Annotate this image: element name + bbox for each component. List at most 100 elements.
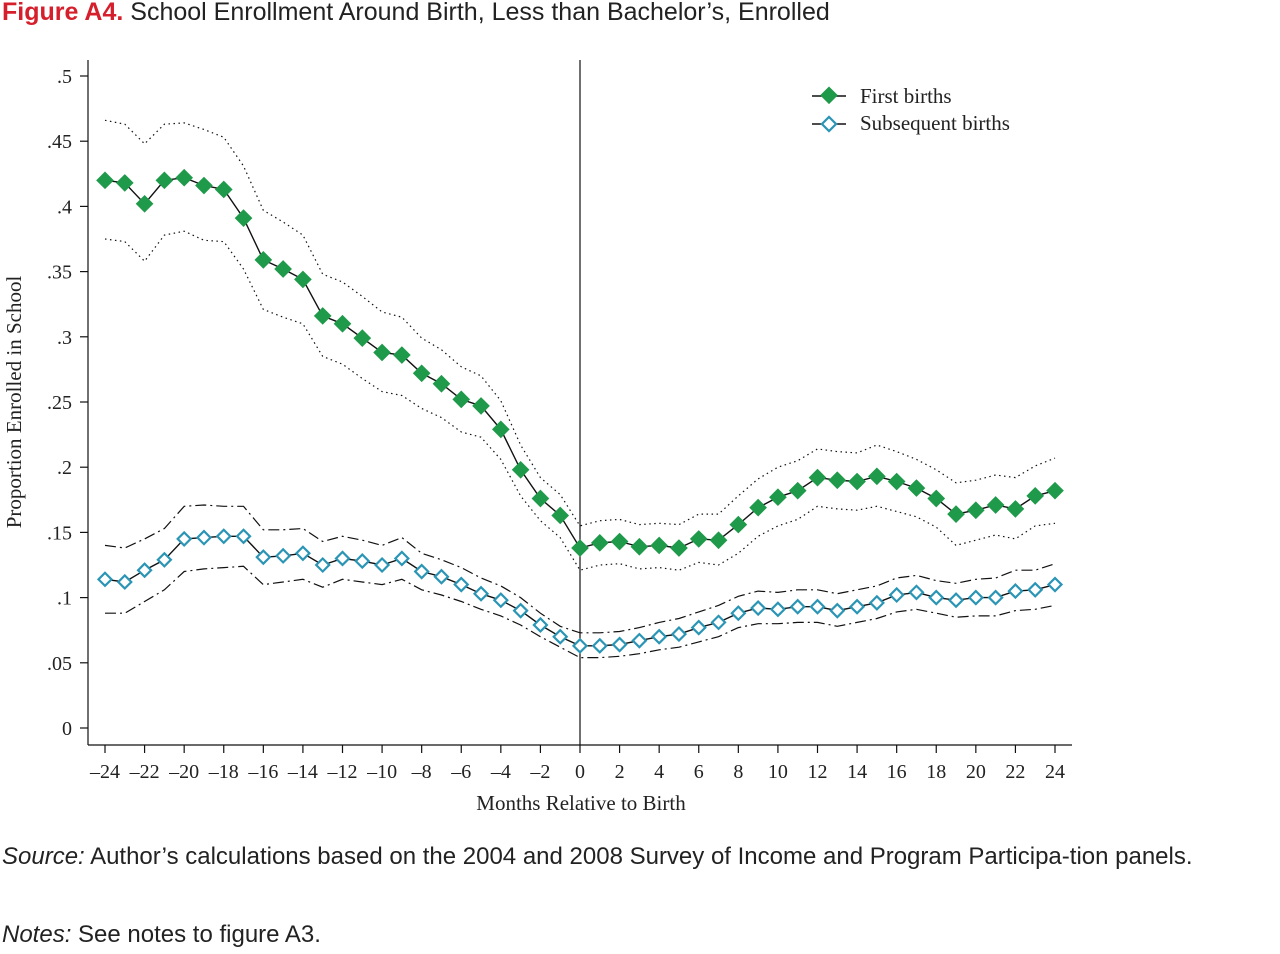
- x-tick-label: 6: [694, 761, 704, 783]
- point-first-births: [531, 489, 550, 508]
- point-first-births: [294, 270, 312, 289]
- point-subsequent-births: [868, 594, 885, 611]
- point-first-births: [966, 501, 985, 520]
- point-first-births: [432, 374, 451, 393]
- point-subsequent-births: [789, 598, 806, 615]
- figure-title: Figure A4. School Enrollment Around Birt…: [2, 0, 830, 27]
- y-tick-label: .2: [57, 457, 72, 479]
- point-subsequent-births: [1007, 583, 1024, 600]
- ci-upper-subsequent-births: [104, 504, 1056, 634]
- x-axis-ticks: –24 –22 –20 –18 –16 –14 –12 –10 –8 –6 –4 –2 0 2 4 6 8 10 1…: [89, 745, 1065, 783]
- y-tick-label: .15: [47, 522, 72, 544]
- point-subsequent-births: [354, 553, 371, 570]
- point-subsequent-births: [532, 616, 549, 634]
- x-tick-label: 16: [887, 761, 907, 783]
- point-first-births: [1026, 487, 1045, 505]
- point-first-births: [947, 505, 965, 523]
- x-tick-label: –12: [327, 761, 358, 783]
- legend-label-subsequent-births: Subsequent births: [860, 111, 1010, 135]
- point-subsequent-births: [809, 598, 826, 615]
- point-first-births: [373, 343, 391, 362]
- point-subsequent-births: [512, 602, 529, 619]
- point-first-births: [115, 174, 134, 192]
- point-first-births: [788, 481, 807, 500]
- figure-label: Figure A4.: [2, 0, 124, 26]
- y-axis-ticks: 0 .05 .1 .15 .2 .25 .3 .35 .4 .45 .5: [47, 66, 88, 740]
- y-axis-title: Proportion Enrolled in School: [2, 276, 26, 529]
- point-first-births: [887, 472, 906, 491]
- point-subsequent-births: [453, 576, 470, 593]
- y-tick-label: 0: [62, 718, 72, 740]
- x-tick-label: –10: [366, 761, 397, 783]
- y-tick-label: .5: [57, 66, 72, 88]
- point-subsequent-births: [552, 628, 569, 645]
- point-subsequent-births: [908, 584, 925, 601]
- point-subsequent-births: [1046, 576, 1064, 593]
- point-subsequent-births: [571, 637, 589, 654]
- point-subsequent-births: [829, 602, 846, 619]
- line-chart: 0.05.1.15.2.25.3.35.4.45.5 –24 –22 –20 –18–…: [2, 60, 1072, 815]
- point-subsequent-births: [255, 549, 272, 566]
- point-subsequent-births: [849, 598, 866, 615]
- y-tick-label: .05: [47, 653, 72, 675]
- y-tick-label: .35: [47, 262, 72, 284]
- source-caption: Source: Author’s calculations based on t…: [2, 838, 1277, 876]
- legend-marker-subsequent-births: [820, 115, 838, 133]
- point-first-births: [749, 498, 767, 517]
- point-first-births: [353, 329, 372, 347]
- point-first-births: [313, 307, 332, 325]
- x-tick-label: 22: [1005, 761, 1025, 783]
- x-tick-label: 2: [615, 761, 625, 783]
- point-first-births: [511, 460, 530, 479]
- y-tick-label: .3: [57, 327, 72, 349]
- point-subsequent-births: [967, 589, 984, 606]
- x-axis-title: Months Relative to Birth: [476, 791, 686, 815]
- point-first-births: [135, 194, 154, 213]
- point-first-births: [610, 532, 629, 551]
- point-first-births: [630, 537, 649, 556]
- point-subsequent-births: [730, 605, 747, 622]
- point-subsequent-births: [611, 636, 628, 653]
- legend: First births Subsequent births: [812, 84, 1010, 135]
- point-subsequent-births: [769, 601, 786, 618]
- point-first-births: [551, 506, 570, 525]
- point-subsequent-births: [987, 589, 1004, 606]
- point-first-births: [670, 539, 688, 557]
- point-subsequent-births: [195, 529, 213, 546]
- point-subsequent-births: [947, 592, 965, 609]
- x-tick-label: –20: [168, 761, 199, 783]
- point-subsequent-births: [591, 637, 608, 654]
- point-first-births: [828, 471, 847, 490]
- x-tick-label: 24: [1045, 761, 1065, 783]
- y-tick-label: .1: [57, 588, 72, 610]
- x-tick-label: 4: [654, 761, 664, 783]
- point-subsequent-births: [156, 551, 173, 568]
- point-first-births: [868, 467, 886, 486]
- x-tick-label: –2: [529, 761, 550, 783]
- point-first-births: [452, 390, 471, 409]
- point-first-births: [393, 346, 411, 364]
- point-subsequent-births: [651, 628, 668, 645]
- ci-lower-subsequent-births: [105, 565, 1056, 659]
- x-tick-label: 20: [966, 761, 986, 783]
- point-subsequent-births: [314, 556, 331, 574]
- x-tick-label: –4: [490, 761, 511, 783]
- point-first-births: [254, 251, 273, 269]
- legend-label-first-births: First births: [860, 84, 952, 108]
- point-subsequent-births: [176, 530, 193, 547]
- point-first-births: [927, 489, 946, 508]
- point-subsequent-births: [374, 556, 391, 574]
- x-tick-label: –14: [287, 761, 318, 783]
- notes-text: See notes to figure A3.: [78, 921, 321, 948]
- point-subsequent-births: [710, 614, 727, 631]
- ci-upper-first-births: [104, 119, 1056, 527]
- notes-caption: Notes: See notes to figure A3.: [2, 916, 321, 954]
- point-subsequent-births: [433, 568, 450, 585]
- point-subsequent-births: [334, 550, 351, 567]
- point-subsequent-births: [96, 571, 114, 588]
- x-tick-label: –18: [208, 761, 239, 783]
- point-first-births: [709, 531, 728, 550]
- point-first-births: [650, 536, 669, 555]
- x-tick-label: –24: [89, 761, 120, 783]
- point-first-births: [689, 530, 708, 548]
